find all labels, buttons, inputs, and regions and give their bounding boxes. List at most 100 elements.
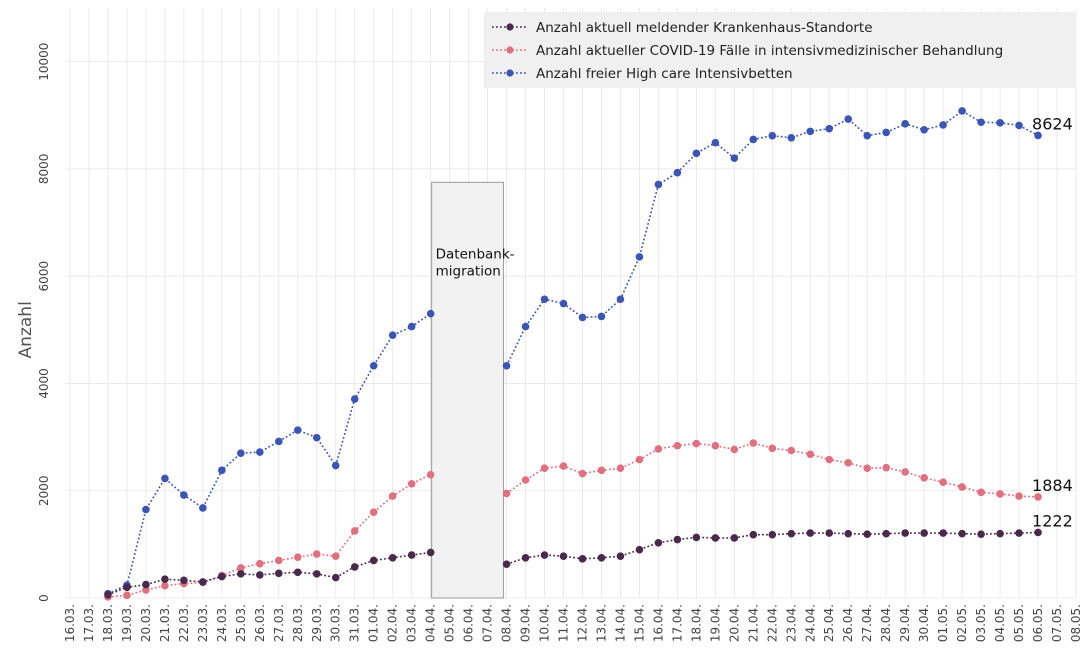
x-tick-label: 25.04.: [822, 604, 836, 642]
series-2-point: [939, 478, 947, 486]
series-2-point: [502, 489, 511, 498]
series-1-point: [426, 548, 435, 557]
series-3-point: [369, 361, 378, 370]
series-3-point: [578, 313, 587, 322]
legend-item-2: Anzahl aktueller COVID-19 Fälle in inten…: [492, 43, 1003, 59]
series-2-point: [161, 581, 169, 590]
x-tick-label: 28.03.: [291, 604, 305, 642]
series-3-point: [350, 395, 359, 403]
legend-item-3: Anzahl freier High care Intensivbetten: [492, 66, 793, 82]
legend-item-1: Anzahl aktuell meldender Krankenhaus-Sta…: [492, 20, 873, 36]
series-2-point: [1034, 493, 1042, 501]
series-1-point: [350, 563, 359, 571]
series-1-point: [825, 529, 834, 537]
x-tick-label: 05.04.: [443, 604, 457, 642]
x-tick-label: 27.04.: [860, 604, 874, 642]
series-1-point: [692, 533, 701, 542]
legend-key-dot-1: [506, 23, 514, 31]
x-tick-label: 26.04.: [841, 604, 855, 642]
legend-label-3: Anzahl freier High care Intensivbetten: [536, 66, 793, 82]
x-tick-label: 12.04.: [575, 604, 589, 642]
series-1-point: [939, 529, 947, 537]
series-1-point: [218, 572, 226, 581]
series-1-point: [806, 529, 815, 537]
y-tick-label: 6000: [37, 261, 51, 292]
x-tick-label: 29.03.: [310, 604, 324, 642]
series-2-point: [293, 553, 302, 562]
series-1-point: [256, 571, 264, 579]
series-3-point: [540, 295, 549, 304]
series-1-point: [616, 552, 625, 560]
series-2-line: [107, 473, 431, 598]
x-tick-label: 14.04.: [613, 604, 627, 642]
x-tick-label: 21.03.: [158, 604, 172, 642]
series-2-point: [369, 508, 378, 516]
series-2-point: [142, 586, 150, 594]
annotation-datenbank-migration: Datenbank- migration: [431, 181, 515, 599]
series-3-point: [559, 299, 568, 308]
series-3-point: [331, 461, 340, 470]
series-3-point: [180, 491, 188, 499]
y-tick-label: 4000: [37, 368, 51, 399]
series-1-point: [749, 530, 758, 539]
series-3-point: [920, 125, 928, 134]
x-tick-label: 30.04.: [917, 604, 931, 642]
series-3-point: [293, 426, 302, 434]
series-3-point: [256, 448, 264, 456]
series-3-point: [939, 121, 947, 129]
series-2-point: [237, 564, 245, 572]
x-tick-label: 08.05.: [1069, 604, 1083, 642]
series-3-point: [597, 312, 606, 321]
x-tick-label: 08.04.: [500, 604, 514, 642]
series-2-point: [426, 470, 435, 479]
series-1-point: [407, 551, 416, 559]
series-2-point: [521, 476, 530, 484]
series-1-point: [180, 576, 188, 585]
x-tick-label: 19.04.: [708, 604, 722, 642]
x-tick-label: 04.05.: [993, 604, 1007, 642]
legend: Anzahl aktuell meldender Krankenhaus-Sta…: [484, 12, 1076, 88]
x-tick-label: 25.03.: [234, 604, 248, 642]
series-2-point: [616, 464, 625, 473]
series-3-point: [274, 437, 283, 446]
series-3-point: [711, 138, 720, 147]
series-3-point: [825, 124, 834, 133]
series-3-point: [426, 309, 435, 318]
x-tick-label: 27.03.: [272, 604, 286, 642]
series-2-point: [540, 464, 549, 473]
series-3-point: [996, 118, 1004, 127]
series-3-line: [107, 313, 432, 595]
x-tick-label: 03.04.: [405, 604, 419, 642]
series-1-point: [142, 580, 150, 589]
series-2-point: [920, 474, 928, 482]
x-tick-label: 04.04.: [424, 604, 438, 642]
x-tick-label: 16.04.: [651, 604, 665, 642]
x-tick-label: 07.05.: [1050, 604, 1064, 642]
series-3-point: [730, 154, 739, 162]
series-2-point: [787, 446, 796, 455]
series-1-point: [901, 529, 909, 537]
series-3-point: [692, 149, 701, 158]
x-tick-label: 11.04.: [557, 604, 571, 642]
series-2-point: [123, 591, 131, 600]
x-tick-label: 01.05.: [936, 604, 950, 642]
x-tick-label: 31.03.: [348, 604, 362, 642]
series-2-point: [350, 527, 359, 535]
series-1-point: [730, 534, 739, 542]
series-2-point: [635, 455, 644, 464]
series-3-point: [977, 118, 985, 127]
x-tick-label: 09.04.: [519, 604, 533, 642]
x-tick-label: 26.03.: [253, 604, 267, 642]
series-3-point: [863, 131, 872, 140]
series-3-line: [505, 110, 1039, 367]
series-3-point: [806, 127, 815, 136]
series-1-point: [1015, 529, 1023, 537]
series-1-point: [958, 529, 966, 538]
x-tick-label: 22.03.: [177, 604, 191, 642]
series-3-point: [768, 131, 777, 140]
series-1-point: [161, 575, 169, 584]
series-2-point: [274, 556, 283, 565]
series-2-point: [844, 459, 853, 467]
x-tick-label: 30.03.: [329, 604, 343, 642]
